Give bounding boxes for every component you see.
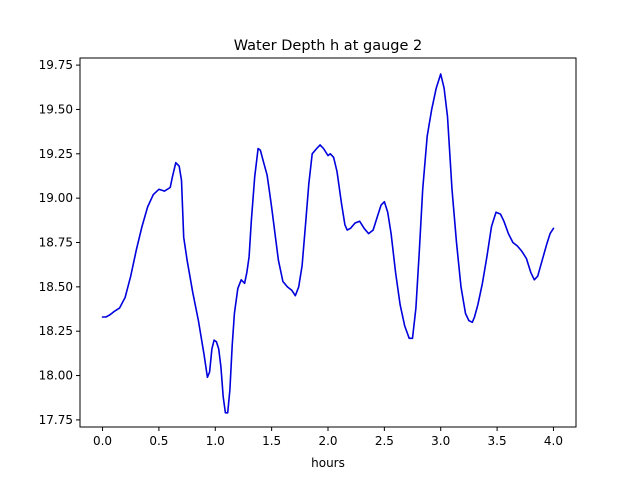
- x-axis: 0.0 0.5 1.0 1.5 2.0 2.5 3.0 3.5 4.0: [93, 427, 563, 448]
- x-axis-label: hours: [311, 456, 345, 470]
- x-tick-label: 3.5: [488, 434, 507, 448]
- chart-title: Water Depth h at gauge 2: [234, 38, 422, 54]
- plot-area: 0.0 0.5 1.0 1.5 2.0 2.5 3.0 3.5 4.0 17.75 18.00 18…: [39, 57, 577, 448]
- y-tick-label: 19.50: [39, 102, 73, 116]
- x-tick-label: 4.0: [544, 434, 563, 448]
- series-line-water-depth: [101, 73, 555, 414]
- y-tick-label: 19.25: [39, 147, 73, 161]
- y-tick-label: 19.00: [39, 191, 73, 205]
- y-tick-label: 18.00: [39, 369, 73, 383]
- x-tick-label: 0.0: [93, 434, 112, 448]
- x-tick-label: 1.0: [206, 434, 225, 448]
- y-tick-label: 19.75: [39, 58, 73, 72]
- x-tick-label: 2.0: [318, 434, 337, 448]
- y-tick-label: 17.75: [39, 413, 73, 427]
- x-tick-label: 3.0: [431, 434, 450, 448]
- x-tick-label: 2.5: [375, 434, 394, 448]
- y-axis: 17.75 18.00 18.25 18.50 18.75 19.00 19.25 19.50…: [39, 58, 80, 427]
- y-tick-label: 18.75: [39, 236, 73, 250]
- x-tick-label: 1.5: [262, 434, 281, 448]
- x-tick-label: 0.5: [149, 434, 168, 448]
- y-tick-label: 18.50: [39, 280, 73, 294]
- y-tick-label: 18.25: [39, 324, 73, 338]
